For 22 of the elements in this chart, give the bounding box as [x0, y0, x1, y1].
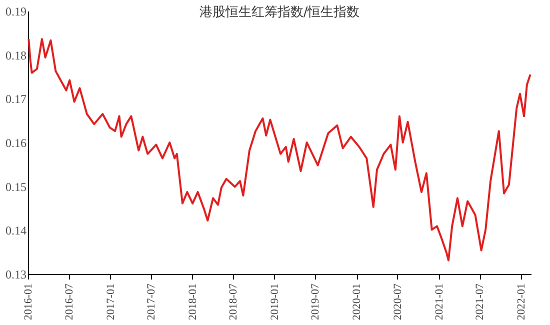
y-tick-label: 0.17 — [6, 92, 26, 106]
x-tick-label: 2021-07 — [474, 283, 486, 320]
x-tick-label: 2021-01 — [433, 284, 446, 320]
chart-title: 港股恒生红筹指数/恒生指数 — [199, 5, 360, 20]
x-tick-label: 2019-07 — [310, 283, 322, 320]
x-tick-label: 2017-01 — [104, 284, 117, 320]
x-tick-label: 2020-01 — [351, 284, 364, 320]
y-tick-label: 0.16 — [6, 136, 26, 150]
x-tick-label: 2016-01 — [22, 284, 34, 320]
x-tick-label: 2018-01 — [186, 284, 199, 320]
line-series — [28, 38, 532, 262]
x-tick-label: 2022-01 — [515, 284, 528, 320]
x-tick-label: 2020-07 — [392, 283, 404, 320]
y-tick-label: 0.19 — [6, 4, 26, 18]
y-tick-label: 0.13 — [6, 268, 26, 282]
y-tick-label: 0.14 — [6, 224, 26, 238]
x-tick-label: 2016-07 — [63, 283, 76, 320]
x-tick-label: 2019-01 — [268, 284, 281, 320]
y-tick-label: 0.18 — [6, 48, 26, 62]
x-tick-label: 2017-07 — [145, 283, 158, 320]
x-tick-label: 2018-07 — [228, 283, 240, 320]
y-tick-label: 0.15 — [6, 180, 26, 194]
